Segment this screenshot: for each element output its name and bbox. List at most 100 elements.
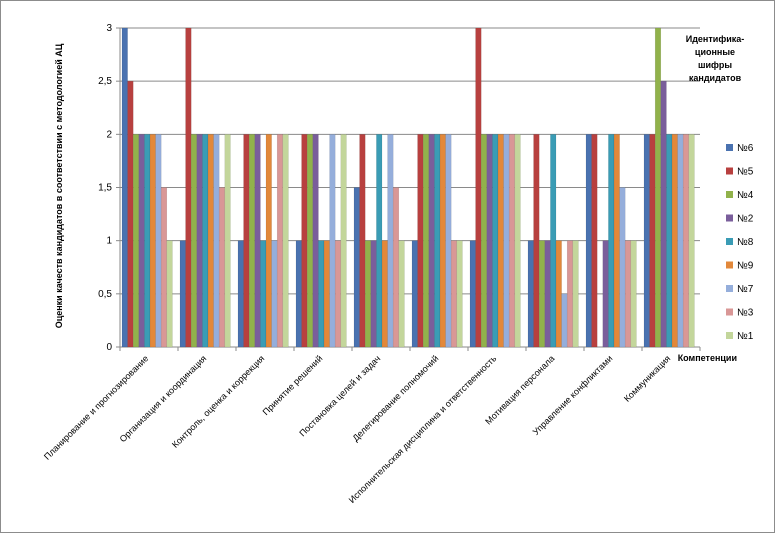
bar (237, 240, 244, 348)
bar (381, 240, 388, 348)
bar (312, 134, 319, 348)
bar (138, 134, 145, 348)
bar (561, 293, 568, 348)
bar (677, 134, 684, 348)
bar (301, 134, 308, 348)
legend-title-line: шифры (698, 60, 732, 70)
bar (417, 134, 424, 348)
legend-swatch (726, 332, 733, 339)
legend-label: №4 (737, 190, 754, 201)
bar (166, 240, 173, 348)
legend-swatch (726, 167, 733, 175)
bar (602, 240, 609, 348)
bar (179, 240, 186, 348)
bar (213, 134, 220, 348)
legend-swatch (726, 144, 733, 151)
category-label: Коммуникация (622, 353, 673, 404)
y-tick-label: 1 (106, 236, 112, 247)
bar (508, 134, 516, 348)
bar (370, 240, 377, 348)
legend-swatch (726, 238, 733, 245)
bar (364, 240, 372, 348)
y-tick-label: 0 (106, 342, 112, 353)
bar (127, 80, 134, 348)
bar (591, 134, 598, 348)
bar (243, 134, 250, 348)
y-tick-label: 0,5 (98, 289, 112, 300)
bar (392, 187, 400, 348)
bar (497, 134, 504, 348)
bar (619, 187, 626, 348)
bar (480, 134, 488, 348)
legend-label: №1 (737, 331, 754, 342)
legend-swatch (726, 285, 733, 292)
category-label: Контроль, оценка и коррекция (170, 353, 267, 450)
legend-label: №3 (737, 308, 754, 319)
bar (643, 134, 650, 348)
bar (439, 134, 446, 348)
bar (671, 134, 678, 348)
bar (428, 134, 435, 348)
bar (688, 134, 695, 348)
bar (450, 240, 458, 348)
bar (295, 240, 302, 348)
bar (185, 27, 192, 348)
bar (503, 134, 510, 348)
bar (334, 240, 342, 348)
bar (555, 240, 562, 348)
y-tick-label: 2 (106, 129, 112, 140)
bar (434, 134, 441, 348)
bar (572, 240, 579, 348)
bar (144, 134, 151, 348)
bar (276, 134, 284, 348)
bar (265, 134, 272, 348)
bar (306, 134, 314, 348)
bar (387, 134, 394, 348)
bar (411, 240, 418, 348)
bar (248, 134, 256, 348)
bar (318, 240, 325, 348)
bar (155, 134, 162, 348)
bar (353, 187, 360, 348)
bar (207, 134, 214, 348)
bar (660, 80, 667, 348)
bar (566, 240, 574, 348)
bar (282, 134, 289, 348)
bar (533, 134, 540, 348)
bar (649, 134, 656, 348)
bar (630, 240, 637, 348)
bar (254, 134, 261, 348)
legend-title-line: кандидатов (689, 73, 742, 83)
bar (196, 134, 203, 348)
bar (271, 240, 278, 348)
bar (376, 134, 383, 348)
legend-label: №2 (737, 214, 754, 225)
bar (329, 134, 336, 348)
bar (190, 134, 198, 348)
legend-title-line: Идентифика- (686, 34, 744, 44)
bar (398, 240, 405, 348)
bar (654, 27, 662, 348)
bar (224, 134, 231, 348)
bar (475, 27, 482, 348)
bar (340, 134, 347, 348)
legend-swatch (726, 191, 733, 198)
bar (613, 134, 620, 348)
bar (160, 187, 168, 348)
bar (422, 134, 430, 348)
bar (149, 134, 156, 348)
bar (544, 240, 551, 348)
bar (624, 240, 632, 348)
legend-label: №8 (737, 237, 754, 248)
legend-label: №9 (737, 261, 754, 272)
legend-label: №7 (737, 284, 754, 295)
bar (538, 240, 546, 348)
bar (218, 187, 226, 348)
bar (469, 240, 476, 348)
bar (666, 134, 673, 348)
bar (682, 134, 690, 348)
legend-label: №6 (737, 143, 754, 154)
bar (202, 134, 209, 348)
y-axis-title: Оценки качеств кандидатов в соответствии… (54, 43, 64, 328)
